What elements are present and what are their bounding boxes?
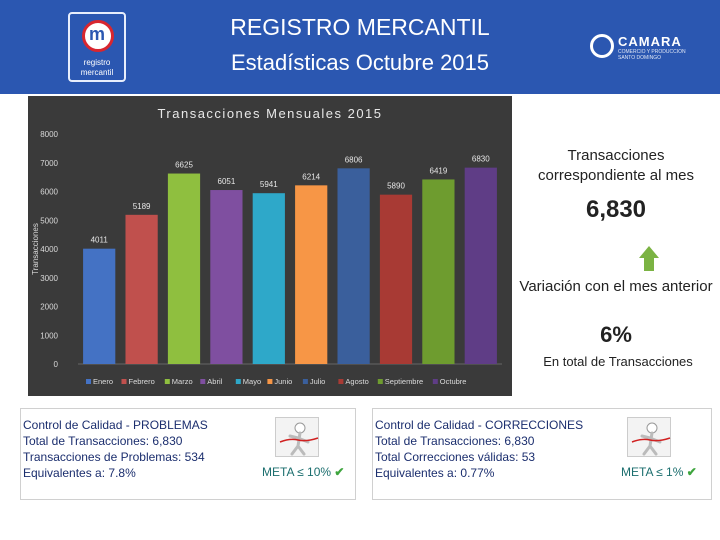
- camara-name: CAMARA: [618, 34, 682, 49]
- legend-label-mayo: Mayo: [243, 377, 261, 386]
- bar-marzo: [167, 173, 201, 364]
- quality-problems-count: Transacciones de Problemas: 534: [23, 450, 205, 464]
- data-label-febrero: 5189: [133, 202, 151, 211]
- data-label-mayo: 5941: [260, 180, 278, 189]
- bar-junio: [295, 185, 328, 364]
- quality-problems-goal: META ≤ 10% ✔: [262, 465, 345, 479]
- camara-emblem-icon: [590, 34, 614, 58]
- legend-swatch-julio: [302, 379, 308, 384]
- data-label-abril: 6051: [218, 177, 236, 186]
- header-banner: m registro mercantil REGISTRO MERCANTIL …: [0, 0, 720, 94]
- quality-corrections-total: Total de Transacciones: 6,830: [375, 434, 535, 448]
- data-label-marzo: 6625: [175, 161, 193, 170]
- total-transactions-footer: En total de Transacciones: [543, 354, 693, 369]
- legend-label-octubre: Octubre: [440, 377, 467, 386]
- bar-febrero: [125, 214, 158, 364]
- legend-label-enero: Enero: [93, 377, 113, 386]
- monthly-transactions-heading: Transacciones correspondiente al mes: [538, 147, 694, 184]
- legend-label-julio: Julio: [310, 377, 325, 386]
- quality-problems-total: Total de Transacciones: 6,830: [23, 434, 183, 448]
- legend-swatch-octubre: [432, 379, 438, 384]
- legend-swatch-mayo: [235, 379, 241, 384]
- page-title: REGISTRO MERCANTIL: [230, 14, 490, 40]
- data-label-octubre: 6830: [472, 155, 490, 164]
- quality-corrections-card: Control de Calidad - CORRECCIONES Total …: [372, 408, 712, 500]
- quality-corrections-percent: Equivalentes a: 0.77%: [375, 466, 495, 480]
- data-label-agosto: 5890: [387, 182, 405, 191]
- y-axis-label: Transacciones: [31, 223, 40, 275]
- page-subtitle: Estadísticas Octubre 2015: [230, 50, 490, 75]
- legend-swatch-enero: [86, 379, 91, 384]
- data-label-septiembre: 6419: [430, 166, 448, 175]
- legend-label-septiembre: Septiembre: [385, 377, 423, 386]
- quality-problems-title: Control de Calidad - PROBLEMAS: [23, 418, 208, 432]
- registro-mercantil-logo: m registro mercantil: [68, 12, 126, 82]
- quality-corrections-goal: META ≤ 1% ✔: [621, 465, 697, 479]
- bar-abril: [210, 190, 243, 364]
- data-label-enero: 4011: [91, 236, 109, 245]
- y-tick-label: 0: [54, 360, 59, 369]
- bar-julio: [337, 168, 370, 364]
- y-tick-label: 5000: [40, 216, 58, 225]
- quality-problems-percent: Equivalentes a: 7.8%: [23, 466, 136, 480]
- quality-corrections-title: Control de Calidad - CORRECCIONES: [375, 418, 584, 432]
- chart-panel: 0 1000 2000 3000 4000 5000 6000 7000 8000 Transac…: [28, 96, 512, 396]
- finish-line-figure-icon: [627, 417, 671, 457]
- y-tick-label: 2000: [40, 303, 58, 312]
- bar-septiembre: [422, 179, 455, 364]
- camara-logo: CAMARA COMERCIO Y PRODUCCION SANTO DOMIN…: [590, 34, 690, 61]
- legend-label-febrero: Febrero: [129, 377, 155, 386]
- camara-subtitle: COMERCIO Y PRODUCCION SANTO DOMINGO: [618, 49, 686, 61]
- variation-label: Variación con el mes anterior: [519, 278, 713, 295]
- data-label-julio: 6806: [345, 155, 363, 164]
- quality-problems-card: Control de Calidad - PROBLEMAS Total de …: [20, 408, 356, 500]
- monthly-transactions-chart: 0 1000 2000 3000 4000 5000 6000 7000 8000 Transac…: [31, 130, 502, 386]
- legend-swatch-junio: [267, 379, 273, 384]
- logo-left-text-2: mercantil: [80, 68, 114, 77]
- y-tick-label: 8000: [40, 130, 58, 139]
- finish-line-figure-icon: [275, 417, 319, 457]
- y-tick-label: 7000: [40, 159, 58, 168]
- y-tick-label: 1000: [40, 331, 58, 340]
- monthly-summary-panel: Transacciones correspondiente al mes 6,8…: [512, 96, 720, 396]
- bar-agosto: [379, 194, 413, 364]
- logo-mark-icon: m: [82, 20, 114, 52]
- monthly-transactions-value: 6,830: [585, 196, 647, 223]
- check-icon: ✔: [334, 465, 345, 479]
- arrow-up-icon: [639, 246, 659, 272]
- y-tick-label: 4000: [40, 245, 58, 254]
- legend-label-marzo: Marzo: [172, 377, 193, 386]
- quality-corrections-count: Total Correcciones válidas: 53: [375, 450, 536, 464]
- legend-swatch-abril: [200, 379, 206, 384]
- legend-swatch-febrero: [121, 379, 127, 384]
- legend-swatch-agosto: [338, 379, 344, 384]
- legend-label-abril: Abril: [207, 377, 222, 386]
- variation-value: 6%: [600, 322, 632, 347]
- legend-label-junio: Junio: [274, 377, 292, 386]
- y-tick-label: 6000: [40, 188, 58, 197]
- bar-octubre: [464, 167, 497, 364]
- bar-mayo: [252, 193, 285, 364]
- chart-title: Transacciones Mensuales 2015: [157, 106, 383, 121]
- data-label-junio: 6214: [302, 172, 320, 181]
- legend-swatch-septiembre: [377, 379, 383, 384]
- legend-swatch-marzo: [164, 379, 170, 384]
- logo-left-text-1: registro: [83, 58, 111, 67]
- check-icon: ✔: [686, 465, 697, 479]
- y-tick-label: 3000: [40, 274, 58, 283]
- legend-label-agosto: Agosto: [345, 377, 368, 386]
- bar-enero: [83, 248, 116, 364]
